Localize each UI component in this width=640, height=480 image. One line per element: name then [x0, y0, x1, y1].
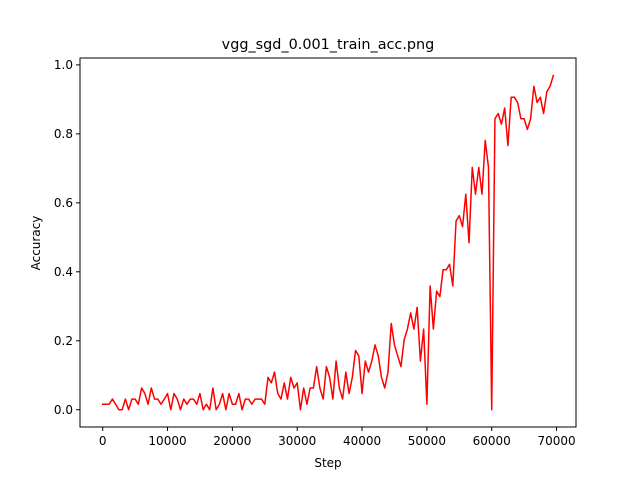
- series-group: [101, 74, 555, 411]
- x-tick-label: 10000: [148, 434, 186, 448]
- y-tick-label: 1.0: [54, 58, 73, 72]
- y-tick-label: 0.4: [54, 265, 73, 279]
- plot-area-frame: [79, 57, 577, 428]
- y-tick-label: 0.0: [54, 403, 73, 417]
- x-tick-label: 20000: [213, 434, 251, 448]
- x-tick-label: 70000: [537, 434, 575, 448]
- x-tick-label: 50000: [408, 434, 446, 448]
- x-tick-label: 40000: [343, 434, 381, 448]
- series-line: [101, 74, 555, 411]
- y-axis-ticks: 0.0 0.2 0.4 0.6 0.8 1.0: [54, 58, 80, 417]
- y-tick-label: 0.8: [54, 127, 73, 141]
- chart-title: vgg_sgd_0.001_train_acc.png: [222, 37, 435, 53]
- y-tick-label: 0.2: [54, 334, 73, 348]
- y-axis-label: Accuracy: [29, 216, 43, 271]
- x-tick-label: 60000: [473, 434, 511, 448]
- x-axis-label: Step: [314, 456, 341, 470]
- x-axis-ticks: 0 10000 20000 30000 40000 50000 60000 70000: [99, 427, 576, 448]
- y-tick-label: 0.6: [54, 196, 73, 210]
- x-tick-label: 30000: [278, 434, 316, 448]
- x-tick-label: 0: [99, 434, 107, 448]
